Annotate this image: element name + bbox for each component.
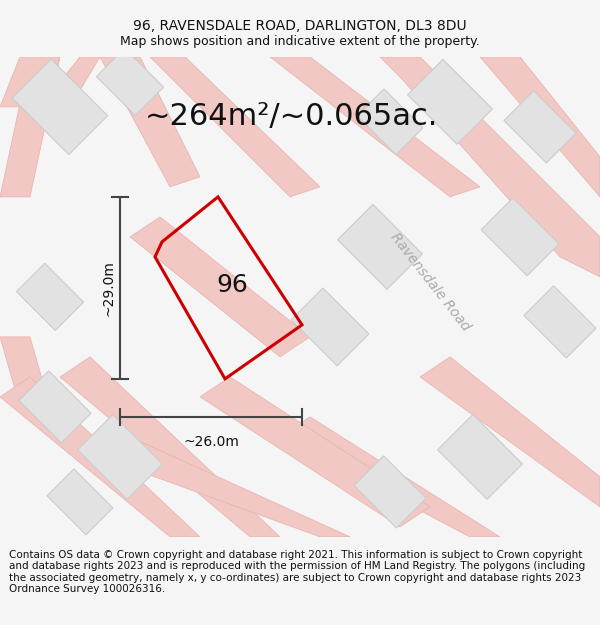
Polygon shape	[380, 57, 600, 277]
Polygon shape	[0, 57, 60, 107]
Text: Ravensdale Road: Ravensdale Road	[388, 230, 473, 334]
Polygon shape	[480, 57, 600, 197]
Polygon shape	[97, 48, 164, 116]
Polygon shape	[0, 57, 60, 197]
Polygon shape	[100, 437, 350, 537]
Polygon shape	[0, 377, 200, 537]
Polygon shape	[60, 357, 280, 537]
Polygon shape	[16, 263, 83, 331]
Polygon shape	[150, 57, 320, 197]
Polygon shape	[524, 286, 596, 358]
Polygon shape	[291, 288, 369, 366]
Polygon shape	[100, 57, 200, 187]
Polygon shape	[200, 377, 430, 527]
Polygon shape	[280, 417, 500, 537]
Text: 96: 96	[217, 273, 248, 297]
Text: Map shows position and indicative extent of the property.: Map shows position and indicative extent…	[120, 36, 480, 48]
Polygon shape	[12, 59, 108, 154]
Polygon shape	[130, 217, 310, 357]
Polygon shape	[481, 198, 559, 276]
Polygon shape	[270, 57, 480, 197]
Text: 96, RAVENSDALE ROAD, DARLINGTON, DL3 8DU: 96, RAVENSDALE ROAD, DARLINGTON, DL3 8DU	[133, 19, 467, 33]
Polygon shape	[0, 337, 50, 407]
Polygon shape	[338, 204, 422, 289]
Text: ~29.0m: ~29.0m	[101, 260, 115, 316]
Text: Contains OS data © Crown copyright and database right 2021. This information is : Contains OS data © Crown copyright and d…	[9, 549, 585, 594]
Polygon shape	[407, 59, 493, 144]
Text: ~264m²/~0.065ac.: ~264m²/~0.065ac.	[145, 102, 439, 131]
Polygon shape	[354, 456, 426, 528]
Polygon shape	[437, 414, 523, 499]
Polygon shape	[19, 371, 91, 443]
Polygon shape	[77, 414, 163, 499]
Polygon shape	[40, 57, 100, 107]
Polygon shape	[420, 357, 600, 507]
Polygon shape	[504, 91, 576, 163]
Text: ~26.0m: ~26.0m	[183, 435, 239, 449]
Polygon shape	[357, 89, 423, 155]
Polygon shape	[47, 469, 113, 535]
